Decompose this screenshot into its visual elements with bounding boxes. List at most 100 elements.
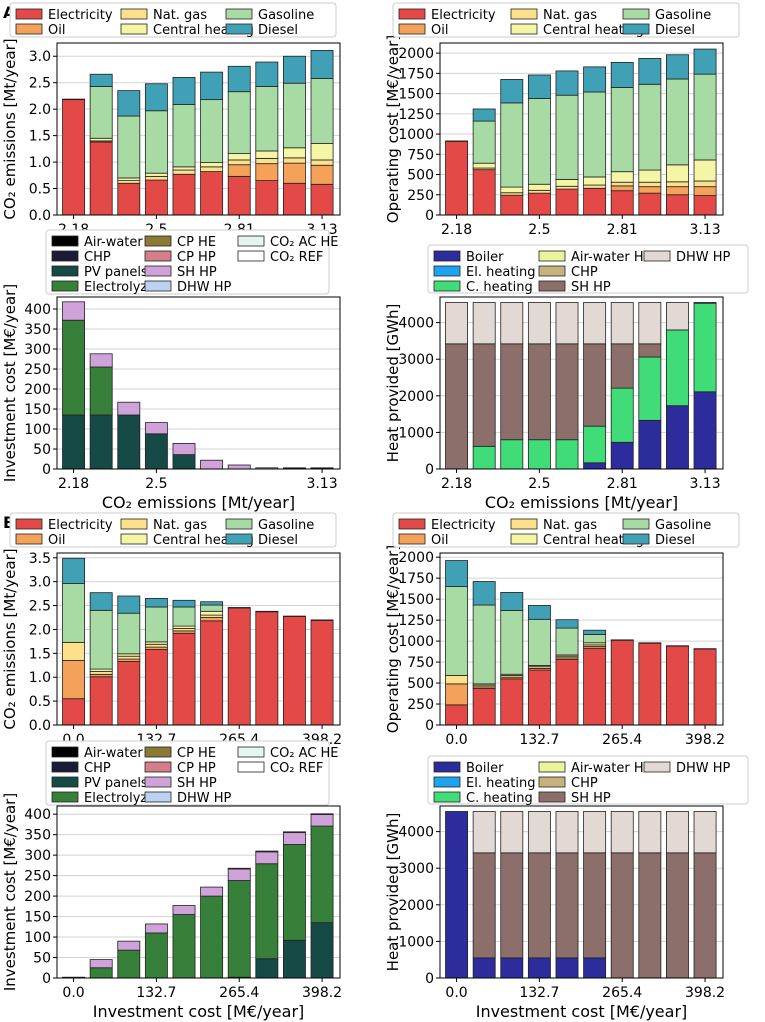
bar-electrolyzer-1 [89,967,113,979]
legend-swatch-sh-hp [538,280,566,292]
legend-swatch-central-heating [510,23,538,35]
y-tick-label: 350 [24,828,51,844]
bar-diesel-5 [200,601,224,606]
legend-label-electricity: Electricity [48,8,113,23]
y-tick-label: 3.0 [29,49,51,65]
bar-sh-hp-4 [555,343,579,441]
legend-swatch-oil [398,533,426,545]
bar-pv-panels-8 [282,939,306,979]
bar-nat-gas-8 [666,181,689,188]
legend-swatch-gasoline [225,518,253,530]
bar-central-heating-1 [472,162,496,169]
bar-central-heating-4 [172,166,196,171]
bar-diesel-3 [527,74,551,99]
bar-dhw-hp-9 [693,811,717,854]
bar-electricity-4 [555,188,579,216]
bar-sh-hp-1 [89,353,113,368]
bar-sh-hp-1 [472,852,496,959]
bar-nat-gas-5 [200,166,224,173]
legend-label-nat-gas: Nat. gas [543,8,597,23]
bar-diesel-2 [117,595,141,614]
bar-electricity-3 [144,649,168,726]
bar-pv-panels-9 [310,922,334,979]
bar-gasoline-1 [89,609,113,670]
bar-diesel-6 [610,62,634,88]
bar-electricity-1 [472,688,496,726]
bar-electricity-8 [666,194,689,216]
bar-central-heating-4 [555,178,579,187]
bar-oil-0 [62,660,86,700]
bar-electricity-7 [638,192,662,216]
bar-diesel-2 [500,592,524,611]
x-axis-label: Investment cost [M€/year] [476,1002,688,1021]
x-tick-label: 398.2 [685,732,725,748]
bar-pv-panels-2 [117,414,141,470]
legend-swatch-air-water-hp [51,746,79,758]
bar-boiler-5 [583,462,607,470]
bar-gasoline-0 [62,583,86,643]
bar-central-heating-8 [282,147,306,159]
y-axis-label: Investment cost [M€/year] [1,793,19,991]
bar-electricity-5 [583,187,607,216]
bar-sh-hp-5 [200,459,224,470]
y-tick-label: 1500 [398,592,434,608]
bar-sh-hp-6 [227,868,251,881]
y-tick-label: 350 [24,322,51,338]
y-tick-label: 750 [407,147,434,163]
legend-swatch-central-heating [510,533,538,545]
bar-sh-hp-8 [666,852,689,979]
y-tick-label: 2.0 [29,102,51,118]
legend-swatch-dhw-hp [643,250,671,262]
legend-swatch-boiler [433,761,461,773]
bar-electricity-4 [172,173,196,216]
legend-label-el-heating: El. heating [466,776,536,791]
bar-gasoline-1 [89,85,113,139]
bar-diesel-4 [555,619,579,629]
y-tick-label: 1.0 [29,670,51,686]
bar-pv-panels-4 [172,454,196,470]
bar-nat-gas-0 [62,641,86,661]
x-tick-label: 265.4 [602,985,642,1001]
legend-label-oil: Oil [431,533,448,548]
charts-layer: 0.0 0.5 1.0 1.5 2.0 2.5 3.0 2.18 2.5 2.81 3.13 CO₂ … [1,35,725,1021]
y-tick-label: 200 [24,382,51,398]
bar-diesel-5 [583,66,607,93]
bar-c-heating-7 [638,356,662,421]
x-tick-label: 3.13 [689,476,720,492]
x-tick-label: 2.5 [528,476,550,492]
legend-label-chp: CHP [84,761,111,776]
bar-sh-hp-9 [693,852,717,979]
y-tick-label: 0 [425,208,434,224]
bar-central-heating-6 [227,153,251,161]
legend-label-electricity: Electricity [48,518,113,533]
legend-swatch-gasoline [622,518,650,530]
bar-sh-hp-6 [227,464,251,470]
bar-electrolyzer-0 [62,319,86,416]
bar-electricity-8 [282,616,306,726]
bar-electricity-9 [693,648,717,726]
axes-frame [439,552,724,726]
bar-oil-0 [445,683,469,706]
bar-gasoline-1 [472,120,496,164]
bar-electricity-9 [310,183,334,216]
bar-gasoline-4 [172,606,196,627]
legend-label-electrolyzer: Electrolyzer [84,280,161,295]
bar-gasoline-2 [117,612,141,655]
bar-central-heating-5 [200,162,224,168]
bar-dhw-hp-0 [445,302,469,345]
y-tick-label: 2000 [398,389,434,405]
bar-dhw-hp-6 [610,811,634,854]
legend-label-dhw-hp: DHW HP [177,280,232,295]
y-tick-label: 200 [24,889,51,905]
x-tick-label: 398.2 [685,985,725,1001]
bar-electricity-0 [445,704,469,726]
bar-electricity-0 [62,99,86,216]
bar-pv-panels-3 [144,433,168,470]
legend-swatch-central-heating [120,533,148,545]
bar-oil-8 [282,162,306,184]
legend-swatch-gasoline [225,8,253,20]
